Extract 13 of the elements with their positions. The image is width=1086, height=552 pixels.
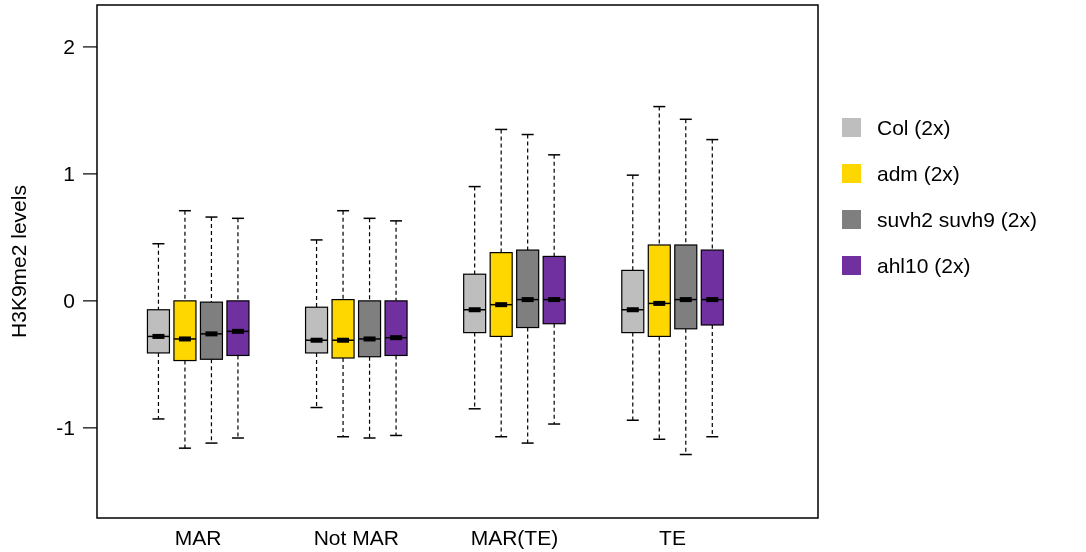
legend-label: Col (2x): [877, 116, 951, 140]
y-tick-label: -1: [56, 416, 75, 440]
y-tick-label: 0: [63, 289, 75, 313]
legend-label: ahl10 (2x): [877, 254, 971, 278]
legend-label: suvh2 suvh9 (2x): [877, 208, 1037, 232]
x-tick-label: MAR(TE): [470, 526, 559, 549]
y-axis-title: H3K9me2 levels: [7, 185, 30, 338]
y-tick-label: 1: [63, 162, 75, 186]
x-tick-label: TE: [659, 526, 686, 549]
legend-label: adm (2x): [877, 162, 960, 186]
x-tick-label: Not MAR: [313, 526, 399, 549]
x-tick-label: MAR: [174, 526, 222, 549]
y-tick-label: 2: [63, 35, 75, 59]
